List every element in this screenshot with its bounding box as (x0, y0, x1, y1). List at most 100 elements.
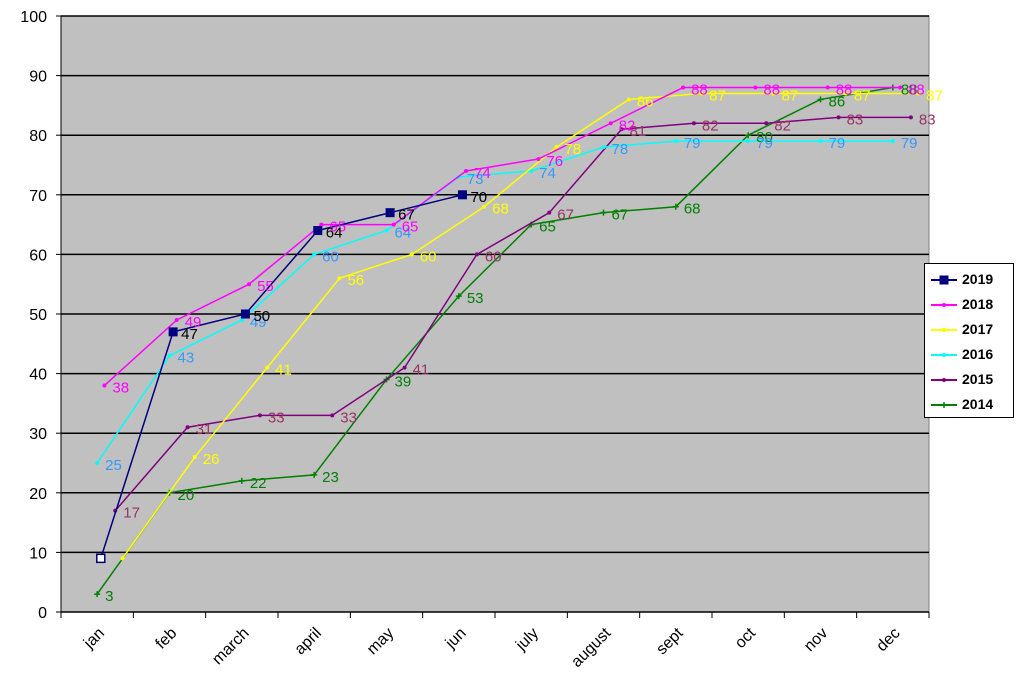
legend-label: 2014 (962, 396, 994, 412)
series-line-2017 (121, 92, 919, 559)
data-label: 68 (492, 201, 509, 218)
data-point-2019-start (96, 553, 106, 564)
legend-label: 2019 (962, 271, 994, 287)
y-tick-label: 20 (29, 486, 47, 503)
data-point-2017 (916, 91, 921, 96)
legend-item-2015: 2015 (929, 369, 1013, 389)
data-point-2018 (608, 121, 613, 126)
data-label: 50 (253, 308, 270, 325)
data-point-2015 (836, 115, 841, 120)
series-line-2019 (100, 194, 463, 559)
data-point-2018 (753, 85, 758, 90)
data-point-2016 (95, 461, 100, 465)
series-line-2016 (96, 140, 893, 464)
legend-label: 2017 (962, 321, 994, 337)
data-point-2017 (337, 276, 342, 281)
data-point-2019 (240, 309, 250, 319)
data-point-2016 (818, 139, 823, 144)
data-label: 83 (919, 111, 936, 128)
data-label: 17 (123, 505, 140, 522)
data-label: 60 (420, 248, 437, 265)
data-label: 65 (539, 219, 556, 236)
data-label: 78 (612, 141, 629, 158)
data-label: 79 (829, 135, 846, 152)
data-label: 56 (347, 272, 364, 289)
data-point-2019 (168, 327, 178, 337)
legend-label: 2016 (962, 346, 994, 362)
data-point-2015 (908, 115, 913, 120)
data-label: 33 (340, 409, 357, 426)
legend-marker (942, 378, 946, 382)
data-label: 88 (691, 82, 708, 99)
data-point-2015 (402, 365, 407, 370)
data-label: 88 (763, 82, 780, 99)
y-tick-label: 80 (29, 128, 47, 145)
data-point-2015 (547, 210, 552, 215)
legend-marker (939, 275, 949, 285)
x-tick-label: april (292, 625, 325, 658)
data-label: 67 (398, 207, 415, 224)
data-point-2015 (330, 413, 335, 418)
data-label: 70 (470, 189, 487, 206)
data-label: 22 (250, 475, 267, 492)
x-tick-label: august (568, 624, 614, 670)
y-tick-label: 60 (29, 247, 47, 264)
series-2018 (102, 85, 903, 388)
x-tick-label: july (512, 625, 542, 655)
data-label: 20 (178, 487, 195, 504)
data-label: 87 (854, 87, 871, 104)
data-point-2017 (554, 145, 559, 150)
legend-marker (941, 402, 947, 408)
legend-swatch-2014 (931, 402, 957, 408)
data-point-2015 (185, 425, 190, 430)
data-point-2016 (601, 145, 606, 150)
data-label: 79 (901, 135, 918, 152)
data-point-2018 (536, 157, 541, 162)
data-label: 73 (467, 171, 484, 188)
legend-swatch-2017 (931, 328, 957, 332)
data-label: 82 (619, 117, 636, 134)
x-tick-label: may (364, 625, 397, 658)
data-point-2018 (174, 317, 179, 322)
x-tick-label: nov (801, 625, 831, 655)
series-2016 (95, 139, 895, 465)
data-point-2014 (311, 471, 318, 478)
data-label: 38 (112, 380, 129, 397)
data-label: 53 (467, 290, 484, 307)
data-point-2016 (312, 252, 317, 257)
data-label: 86 (637, 93, 654, 110)
data-label: 67 (612, 207, 629, 224)
data-point-2014 (672, 203, 679, 210)
data-label: 26 (203, 451, 220, 468)
data-point-2018 (319, 222, 324, 227)
data-label: 88 (836, 82, 853, 99)
data-point-2015 (691, 121, 696, 126)
data-point-2017 (843, 91, 848, 96)
data-label: 87 (709, 87, 726, 104)
data-point-2016 (167, 353, 172, 358)
y-tick-label: 70 (29, 188, 47, 205)
data-label: 88 (901, 82, 918, 99)
data-point-2014 (455, 293, 462, 300)
data-label: 41 (413, 362, 430, 379)
data-label: 3 (105, 588, 113, 605)
data-point-2014 (94, 591, 101, 598)
data-label: 55 (257, 278, 274, 295)
data-point-2018 (825, 85, 830, 90)
data-point-2015 (619, 127, 624, 132)
legend: 2019 2018 2017 2016 2015 2014 (924, 263, 1014, 418)
x-tick-label: dec (873, 625, 903, 655)
data-point-2017 (626, 97, 631, 102)
data-point-2017 (482, 204, 487, 209)
data-label: 33 (268, 409, 285, 426)
data-label: 74 (539, 165, 556, 182)
data-point-2016 (384, 228, 389, 233)
data-point-2019 (457, 190, 467, 200)
legend-swatch-2018 (931, 303, 957, 307)
y-tick-label: 90 (29, 69, 47, 86)
data-label: 43 (178, 350, 195, 367)
data-point-2018 (247, 282, 252, 287)
data-label: 23 (322, 469, 339, 486)
data-point-2017 (771, 91, 776, 96)
